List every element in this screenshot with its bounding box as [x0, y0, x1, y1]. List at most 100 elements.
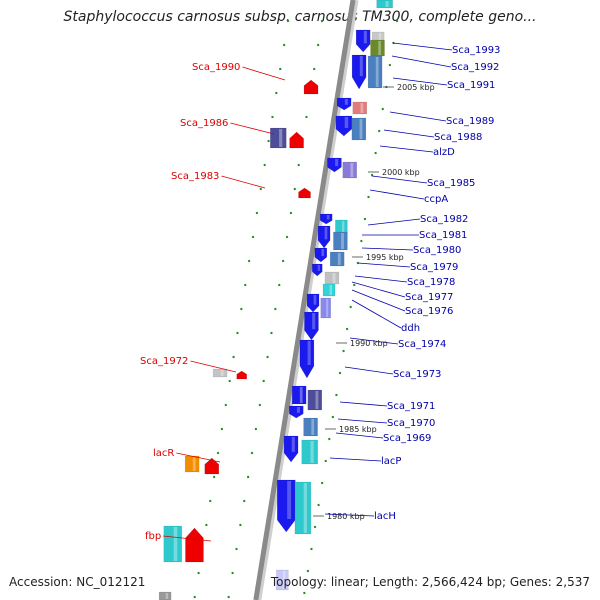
right-label-lach[interactable]: lacH: [374, 511, 396, 522]
gene-sca-1991: [351, 54, 367, 90]
right-label-alzd[interactable]: alzD: [433, 147, 455, 158]
leader-line: [163, 535, 212, 542]
tick-mark-right-inner: [367, 195, 370, 199]
tick-mark-left-outer: [232, 355, 235, 359]
tick-mark-left-inner: [274, 307, 277, 311]
tick-mark-left-outer: [236, 331, 239, 335]
right-label-sca-1974[interactable]: Sca_1974: [398, 339, 446, 350]
leader-line: [351, 281, 406, 298]
tick-mark-left-inner: [289, 211, 293, 215]
gene-bottom-right: [276, 569, 289, 591]
left-label-sca-1983[interactable]: Sca_1983: [171, 171, 219, 182]
gene-sca-1972-a-shine: [220, 370, 224, 376]
right-label-sca-1993[interactable]: Sca_1993: [452, 45, 500, 56]
leader-line: [361, 247, 414, 251]
tick-mark-left-outer: [259, 187, 263, 191]
tick-mark-left-inner: [243, 499, 246, 503]
gene-sca-1972: [236, 370, 247, 380]
gene-sca-1977: [322, 283, 336, 297]
left-label-sca-1986[interactable]: Sca_1986: [180, 118, 228, 129]
leader-line: [176, 452, 221, 463]
tick-mark-right-inner: [313, 525, 317, 529]
right-label-sca-1989[interactable]: Sca_1989: [446, 116, 494, 127]
right-label-sca-1985[interactable]: Sca_1985: [427, 178, 475, 189]
tick-mark-right-inner: [335, 393, 338, 397]
tick-mark-right-inner: [363, 217, 367, 221]
gene-sca-1969: [303, 417, 318, 437]
gene-sca-1982-b-shine: [341, 221, 345, 233]
tick-mark-right-inner: [328, 437, 331, 441]
gene-sca-1979-shine: [337, 253, 341, 265]
tick-mark-left-inner: [285, 235, 289, 239]
right-label-sca-1978[interactable]: Sca_1978: [407, 277, 455, 288]
gene-lacr-a-shine: [192, 457, 196, 471]
tick-mark-left-outer: [251, 235, 255, 239]
tick-mark-left-inner: [262, 379, 265, 383]
tick-mark-left-inner: [305, 115, 308, 119]
gene-sca-1981: [317, 225, 331, 249]
gene-sca-1978-shine: [317, 265, 320, 271]
tick-mark-left-inner: [254, 427, 258, 431]
kbp-label-1985: 1985 kbp: [339, 425, 377, 434]
right-label-sca-1970[interactable]: Sca_1970: [387, 418, 435, 429]
gene-bottom-right-shine: [282, 571, 286, 589]
right-label-ccpa[interactable]: ccpA: [424, 194, 448, 205]
tick-mark-left-inner: [278, 283, 281, 287]
tick-mark-right-inner: [349, 305, 352, 309]
left-label-lacr[interactable]: lacR: [153, 448, 174, 459]
leader-line: [344, 366, 394, 375]
gene-fbp-a-shine: [173, 527, 178, 561]
right-label-lacp[interactable]: lacP: [381, 456, 401, 467]
gene-sca-1991-shine: [359, 56, 363, 77]
gene-sca-1980: [333, 231, 348, 251]
kbp-label-1990: 1990 kbp: [350, 339, 388, 348]
right-label-ddh[interactable]: ddh: [401, 323, 420, 334]
tick-mark-left-outer: [275, 91, 278, 95]
tick-mark-left-inner: [231, 571, 234, 575]
gene-sca-1989-a: [336, 97, 352, 111]
leader-line: [337, 418, 388, 424]
gene-lach: [294, 481, 312, 535]
left-label-sca-1972[interactable]: Sca_1972: [140, 356, 188, 367]
right-label-sca-1977[interactable]: Sca_1977: [405, 292, 453, 303]
gene-lacp-shine: [310, 441, 314, 463]
tick-mark-right-inner: [306, 569, 310, 573]
tick-mark-left-outer: [286, 19, 290, 23]
right-label-sca-1981[interactable]: Sca_1981: [419, 230, 467, 241]
right-label-sca-1982[interactable]: Sca_1982: [420, 214, 468, 225]
tick-marks: [193, 19, 399, 599]
left-label-fbp[interactable]: fbp: [145, 531, 161, 542]
backbone-line: [253, 0, 356, 600]
leader-line: [371, 175, 428, 184]
right-label-sca-1973[interactable]: Sca_1973: [393, 369, 441, 380]
tick-mark-right-inner: [317, 503, 320, 507]
gene-sca-1981-shine: [324, 227, 328, 240]
leader-line: [389, 111, 447, 122]
tick-mark-left-outer: [271, 115, 274, 119]
right-label-sca-1980[interactable]: Sca_1980: [413, 245, 461, 256]
leader-line: [383, 129, 435, 138]
gene-alzd: [351, 117, 367, 141]
tick-mark-left-inner: [316, 43, 320, 47]
right-label-sca-1992[interactable]: Sca_1992: [451, 62, 499, 73]
gene-sca-1973: [299, 339, 315, 379]
gene-sca-1986-a-shine: [279, 129, 283, 147]
leader-lines: [163, 42, 453, 542]
tick-mark-right-inner: [338, 371, 342, 375]
gene-sca-1985-a-shine: [335, 159, 339, 167]
right-label-sca-1971[interactable]: Sca_1971: [387, 401, 435, 412]
gene-sca-1970-shine: [296, 407, 301, 413]
right-label-sca-1988[interactable]: Sca_1988: [434, 132, 482, 143]
gene-sca-1982: [319, 213, 333, 225]
tick-mark-left-inner: [266, 355, 269, 359]
gene-sca-1983: [298, 187, 311, 199]
right-label-sca-1991[interactable]: Sca_1991: [447, 80, 495, 91]
left-label-sca-1990[interactable]: Sca_1990: [192, 62, 240, 73]
right-label-sca-1969[interactable]: Sca_1969: [383, 433, 431, 444]
gene-sca-1971-a-shine: [299, 387, 303, 403]
right-label-sca-1976[interactable]: Sca_1976: [405, 306, 453, 317]
gene-lach-a-shine: [287, 481, 292, 519]
tick-mark-left-outer: [193, 595, 196, 599]
right-label-sca-1979[interactable]: Sca_1979: [410, 262, 458, 273]
